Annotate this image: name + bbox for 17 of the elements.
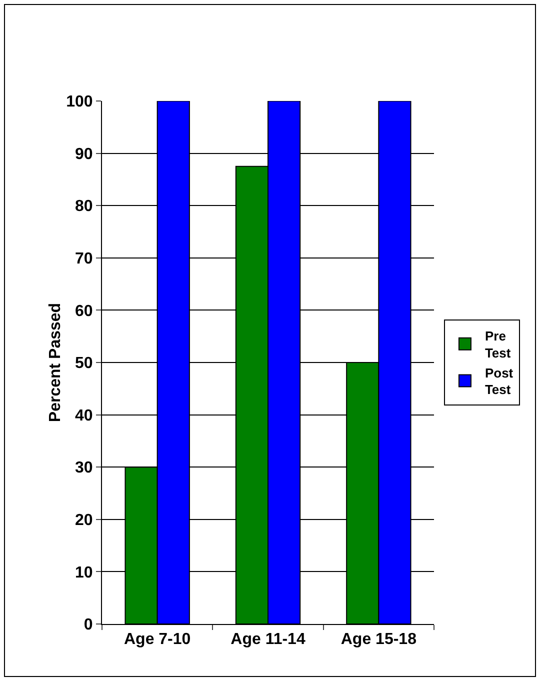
y-tick-label: 30 (75, 460, 93, 477)
y-tick-label: 80 (75, 198, 93, 216)
y-tick-label: 70 (75, 250, 93, 268)
y-tick-label: 90 (75, 146, 93, 163)
y-tick-label: 60 (75, 302, 93, 320)
x-tick-label: Age 15-18 (340, 631, 417, 648)
y-tick-label: 20 (75, 512, 93, 529)
x-tick-label: Age 11-14 (230, 631, 306, 648)
y-tick-label: 50 (75, 355, 93, 372)
legend-label: Pre Test (484, 328, 512, 360)
x-tick-label: Age 7-10 (124, 631, 191, 648)
legend-label: Post Test (484, 365, 514, 398)
y-tick-label: 100 (66, 94, 93, 111)
y-axis-title: Percent Passed (47, 302, 64, 422)
y-tick-label: 0 (84, 616, 93, 634)
y-tick-label: 10 (75, 564, 93, 582)
y-tick-label: 40 (75, 407, 93, 424)
